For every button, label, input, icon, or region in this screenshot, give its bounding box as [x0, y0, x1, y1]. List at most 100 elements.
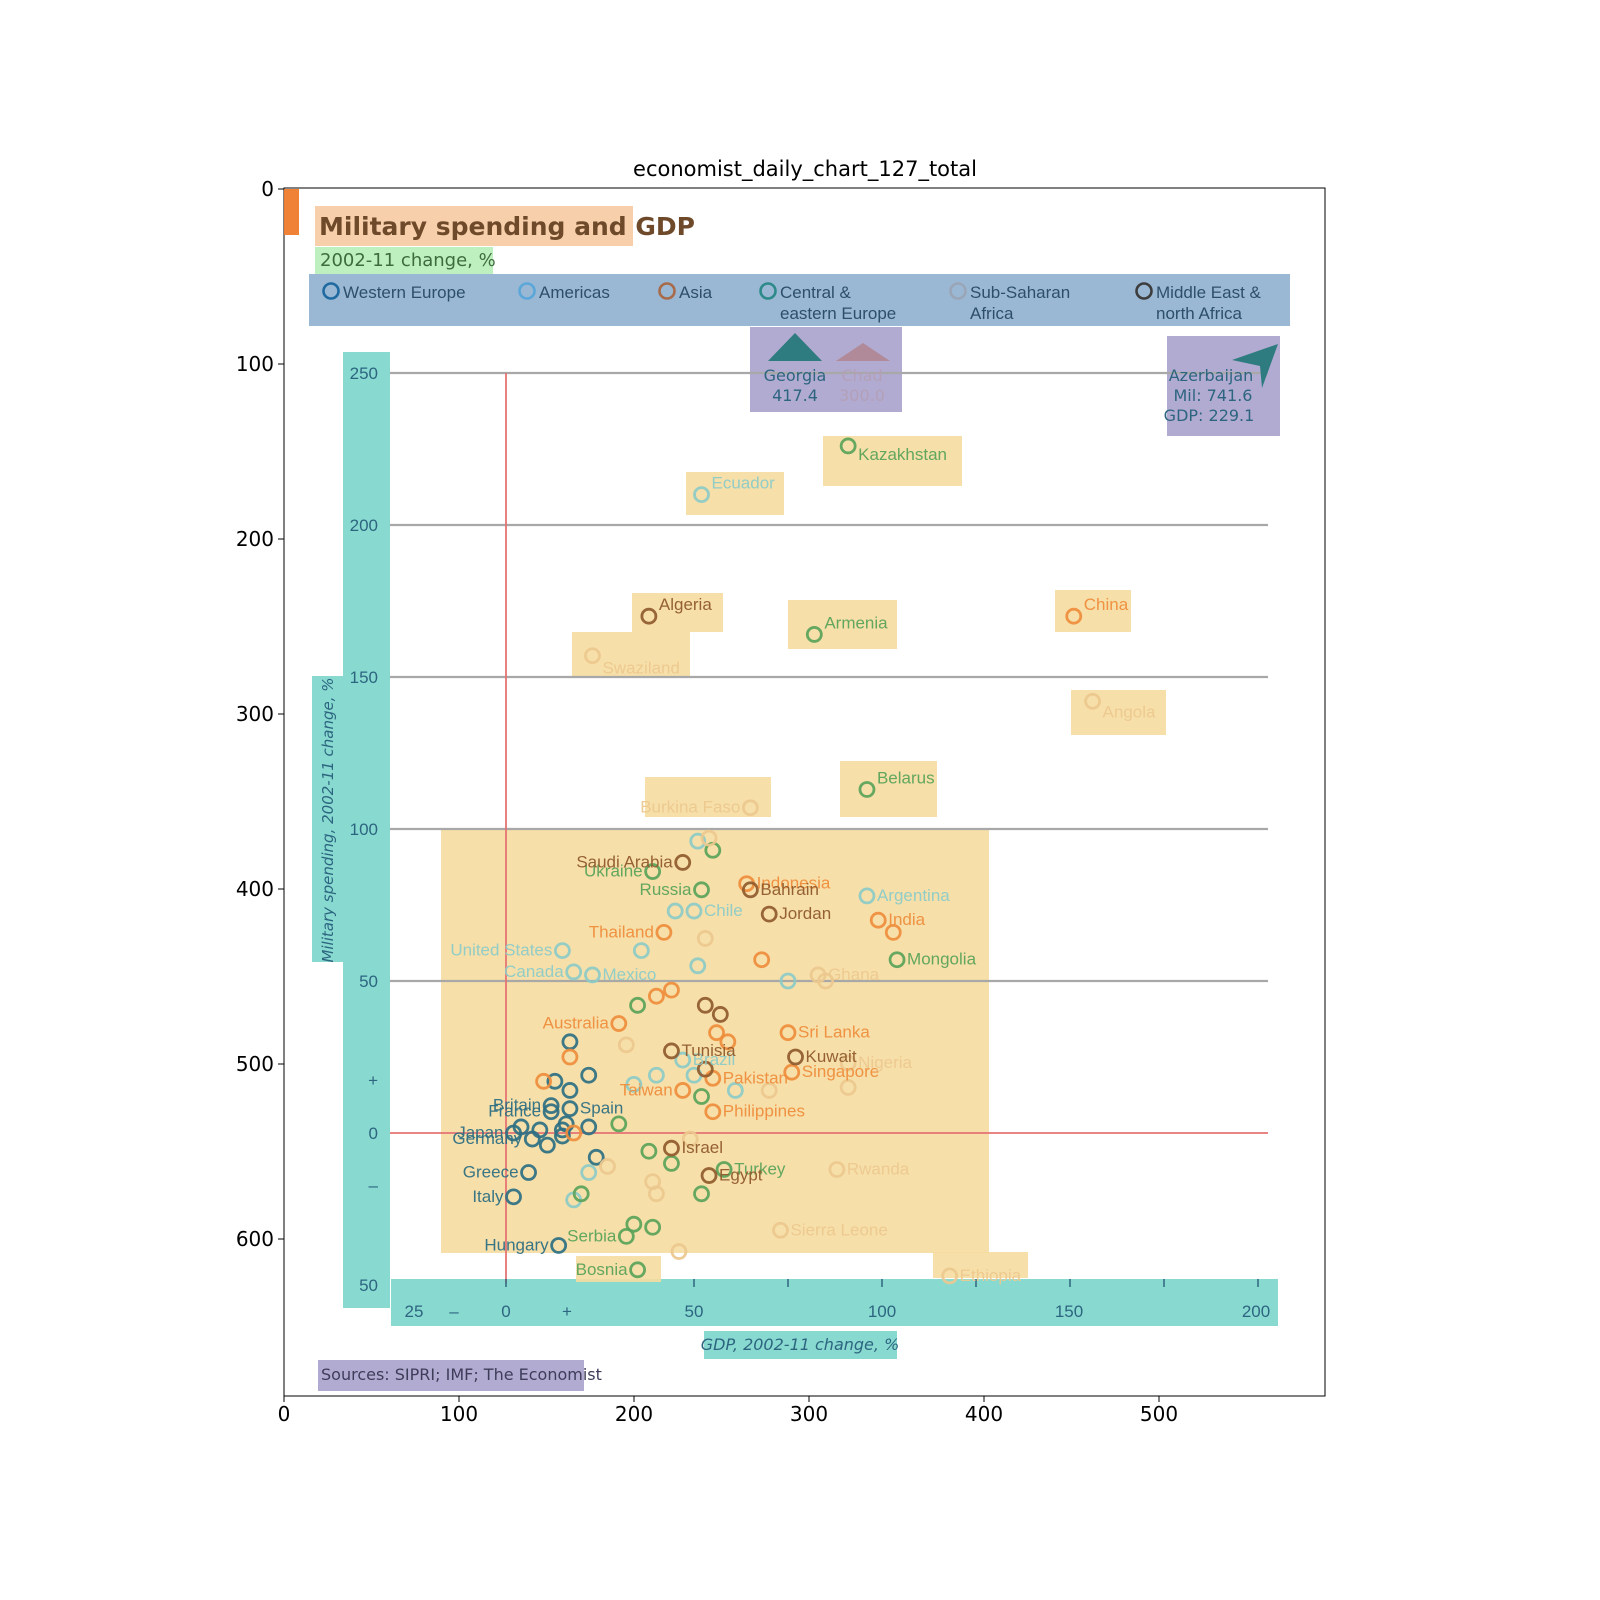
legend-marker [1135, 282, 1153, 300]
data-point [817, 972, 834, 990]
label-box-bosnia [576, 1256, 661, 1282]
data-point [828, 1161, 846, 1178]
point-label: Burkina Faso [640, 798, 740, 817]
indicator-bar [284, 189, 299, 235]
label-box-belarus [840, 761, 937, 817]
legend-marker [322, 282, 340, 300]
georgia-marker [768, 333, 822, 361]
data-point [858, 781, 876, 798]
data-point [610, 1015, 628, 1032]
label-box-burkina-faso [645, 777, 771, 817]
data-point [632, 942, 650, 959]
annotation-boxes [309, 206, 1290, 1391]
data-point [542, 1097, 560, 1115]
data-point [1084, 692, 1101, 710]
figure-title: economist_daily_chart_127_total [633, 157, 977, 182]
chart-title: Military spending and GDP [319, 212, 695, 241]
point-label: France [488, 1102, 541, 1121]
y-tick-label: 200 [350, 516, 378, 535]
x-axis-label: GDP, 2002-11 change, % [701, 1335, 900, 1354]
x-tick-label: 100 [868, 1302, 896, 1321]
legend-label-line2: Africa [970, 304, 1014, 323]
data-point [753, 951, 771, 969]
point-label: Ukraine [584, 862, 643, 881]
frame-y-tick-label: 200 [236, 527, 274, 551]
data-point [554, 1127, 571, 1145]
data-point [760, 905, 778, 923]
data-point [888, 951, 906, 969]
gridlines [390, 371, 1268, 983]
data-point [779, 1024, 797, 1042]
data-point [783, 1063, 801, 1081]
data-point [505, 1188, 522, 1206]
chart-subtitle: 2002-11 change, % [320, 250, 496, 271]
point-label: Swaziland [602, 659, 680, 678]
data-point [644, 1218, 662, 1236]
point-label: Ghana [828, 965, 880, 984]
frame-y-tick-label: 600 [236, 1227, 274, 1251]
point-label: Chile [704, 901, 743, 920]
source-box [318, 1360, 584, 1391]
point-label: Mexico [602, 965, 656, 984]
legend-label: Asia [679, 283, 713, 302]
frame-x-axis: 0 100 200 300 400 500 [278, 1396, 1178, 1426]
data-point [629, 1261, 646, 1279]
data-point [839, 1079, 857, 1096]
frame-x-tick-label: 300 [790, 1402, 828, 1426]
data-point [648, 1185, 665, 1203]
x-tick-label: + [562, 1302, 572, 1321]
data-point [580, 1164, 598, 1181]
data-point [689, 832, 707, 850]
data-point [644, 863, 662, 880]
data-point [565, 1124, 583, 1142]
frame-y-tick-label: 0 [261, 177, 274, 201]
point-label: Nigeria [858, 1053, 912, 1072]
point-label: Sri Lanka [798, 1023, 870, 1042]
data-point [625, 1215, 643, 1233]
offscale-box [750, 327, 902, 412]
data-point [760, 1082, 778, 1099]
data-point [663, 1042, 680, 1060]
data-point [708, 1024, 725, 1042]
point-label: Angola [1103, 702, 1156, 721]
data-point [693, 486, 710, 504]
y-axis-ticks: 250 200 150 100 50 +0 – 50 [350, 364, 379, 1295]
legend-label: Western Europe [343, 283, 466, 302]
frame-x-tick-label: 500 [1140, 1402, 1178, 1426]
data-point [1065, 607, 1083, 625]
point-label: Armenia [824, 613, 888, 632]
data-point [787, 1048, 804, 1066]
label-box-swaziland [572, 632, 690, 676]
data-point [640, 1142, 658, 1160]
frame-x-tick-label: 400 [965, 1402, 1003, 1426]
data-point [839, 1054, 857, 1072]
legend-label: Central & [780, 283, 852, 302]
legend-label: Americas [539, 283, 610, 302]
legend-label: Sub-Saharan [970, 283, 1070, 302]
y-axis-label: Military spending, 2002-11 change, % [319, 677, 337, 962]
y-tick-label: – [369, 1176, 379, 1195]
data-point [711, 1006, 729, 1023]
georgia-value: 417.4 [772, 386, 818, 405]
data-point [663, 1139, 680, 1157]
frame-x-tick-label: 100 [440, 1402, 478, 1426]
point-label: Egypt [719, 1166, 763, 1185]
y-tick-label: 250 [350, 364, 378, 383]
azerbaijan-mil: Mil: 741.6 [1174, 386, 1253, 405]
data-point [531, 1121, 549, 1139]
y-tick-label: 0 [369, 1124, 378, 1143]
data-point [561, 1048, 579, 1066]
data-point [538, 1136, 556, 1154]
frame-y-axis: 0 100 200 300 400 500 600 [236, 177, 284, 1251]
label-box-algeria [632, 593, 723, 632]
data-point [693, 1088, 710, 1105]
data-point [779, 972, 797, 990]
data-point [884, 923, 902, 941]
data-point [839, 437, 857, 455]
data-point [674, 854, 692, 871]
chad-marker [836, 343, 890, 361]
data-point [805, 626, 823, 643]
point-label: Spain [580, 1099, 623, 1118]
point-label: Turkey [734, 1159, 786, 1178]
